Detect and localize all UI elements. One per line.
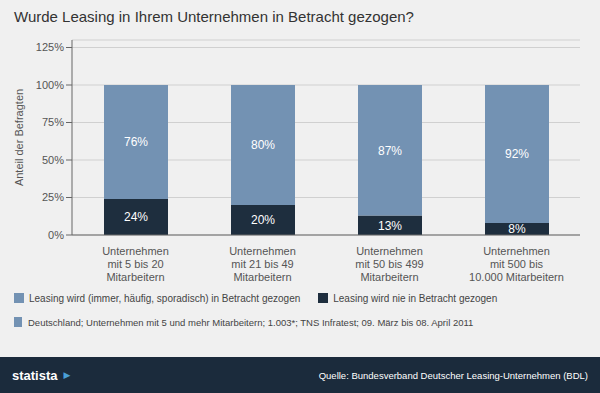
svg-text:20%: 20% xyxy=(251,213,275,227)
svg-text:Unternehmenmit 50 bis 499Mitar: Unternehmenmit 50 bis 499Mitarbeitern xyxy=(355,245,423,283)
svg-text:Anteil der Befragten: Anteil der Befragten xyxy=(13,89,25,186)
svg-text:Unternehmenmit 21 bis 49Mitarb: Unternehmenmit 21 bis 49Mitarbeitern xyxy=(229,245,296,283)
html-text:Wurde Leasing in Ihrem Unterne: Wurde Leasing in Ihrem Unternehmen in Be… xyxy=(14,8,414,25)
svg-text:13%: 13% xyxy=(378,219,402,233)
svg-text:87%: 87% xyxy=(378,144,402,158)
svg-text:50%: 50% xyxy=(42,154,64,166)
svg-text:80%: 80% xyxy=(251,138,275,152)
svg-text:Unternehmenmit 500 bis10.000 M: Unternehmenmit 500 bis10.000 Mitarbeiter… xyxy=(469,245,564,283)
svg-text:8%: 8% xyxy=(508,222,526,236)
html-text:Leasing wird nie in Betracht g: Leasing wird nie in Betracht gezogen xyxy=(333,292,498,304)
html-text:Deutschland; Unternehmen mit 5: Deutschland; Unternehmen mit 5 und mehr … xyxy=(28,316,474,328)
svg-text:92%: 92% xyxy=(505,147,529,161)
svg-text:100%: 100% xyxy=(36,79,64,91)
svg-text:125%: 125% xyxy=(36,41,64,53)
svg-text:Unternehmenmit 5 bis 20Mitarbe: Unternehmenmit 5 bis 20Mitarbeitern xyxy=(102,245,169,283)
svg-text:0%: 0% xyxy=(48,229,64,241)
svg-text:25%: 25% xyxy=(42,191,64,203)
svg-text:76%: 76% xyxy=(124,135,148,149)
svg-text:24%: 24% xyxy=(124,210,148,224)
html-text:statista ▶: statista ▶ xyxy=(12,367,71,383)
html-text:Quelle: Bundesverband Deutsche: Quelle: Bundesverband Deutscher Leasing-… xyxy=(318,369,588,381)
svg-text:75%: 75% xyxy=(42,116,64,128)
html-text:Leasing wird (immer, häufig, s: Leasing wird (immer, häufig, sporadisch)… xyxy=(29,292,301,304)
